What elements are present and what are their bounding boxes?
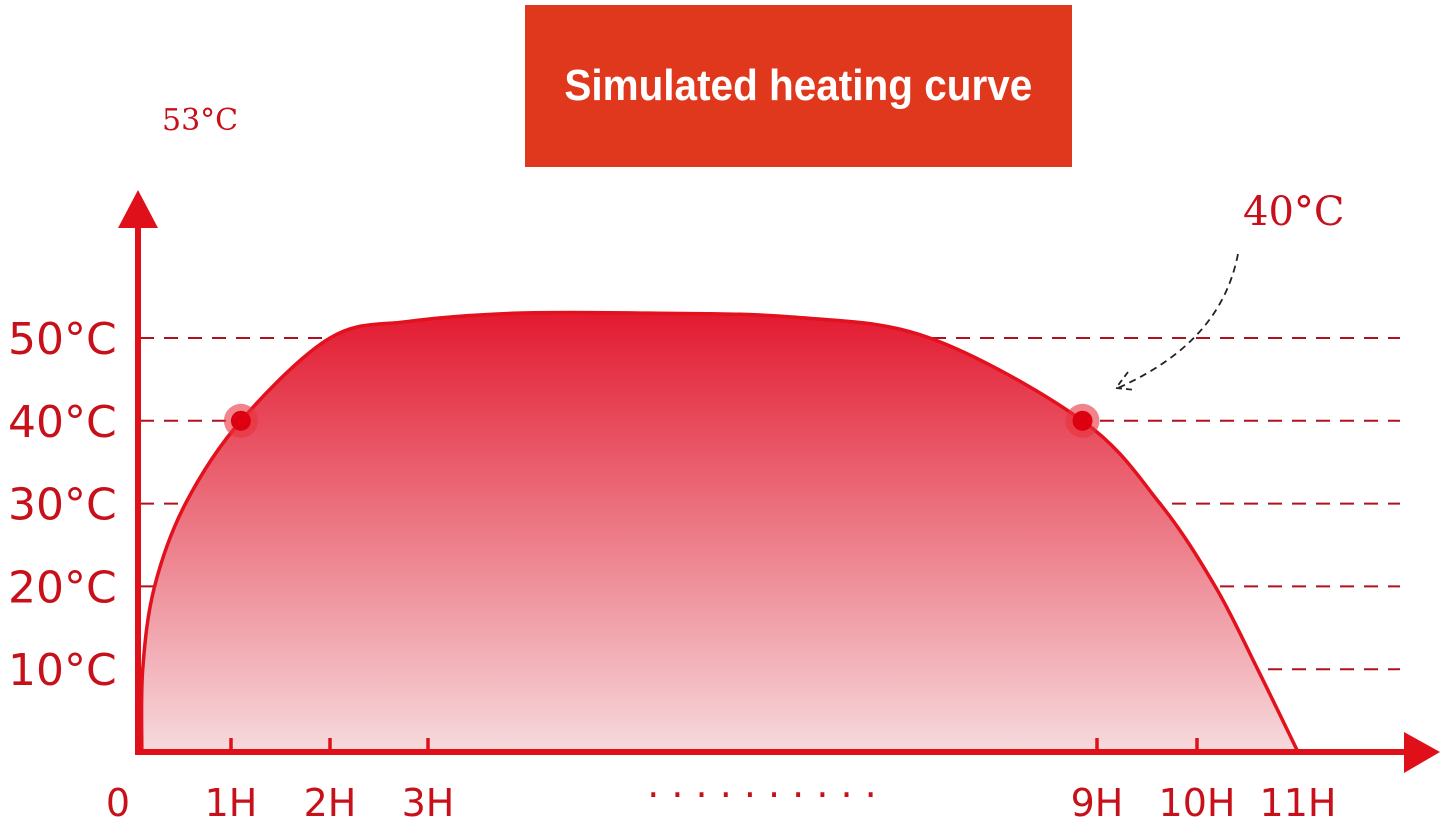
y-tick-label: 50°C [8, 314, 117, 365]
chart-title: Simulated heating curve [564, 61, 1033, 110]
x-tick-label: 11H [1260, 781, 1337, 825]
x-tick-labels: 0 1H 2H 3H 9H 10H 11H [106, 781, 1337, 825]
heating-area [141, 312, 1298, 752]
annotation-arrow [1117, 253, 1239, 389]
heating-curve-line [139, 310, 1300, 753]
x-tick-label: 2H [304, 781, 357, 825]
x-tick-label: 0 [106, 781, 130, 825]
annotation-arrowhead [1114, 371, 1137, 391]
axes [118, 190, 1440, 773]
x-tick-label: 10H [1159, 781, 1236, 825]
annotation-40c: 40°C [1243, 189, 1345, 235]
x-gap-dots: · · · · · · · · · · [647, 773, 877, 817]
y-tick-label: 10°C [8, 645, 117, 696]
y-tick-labels: 10°C 20°C 30°C 40°C 50°C [8, 314, 117, 696]
chart-title-box: Simulated heating curve [525, 5, 1072, 167]
highlight-point [230, 410, 251, 431]
y-tick-label: 30°C [8, 480, 117, 531]
x-tick-label: 9H [1071, 781, 1124, 825]
x-axis-arrowhead [1404, 732, 1440, 773]
highlight-point [1072, 410, 1093, 431]
annotation-53c: 53°C [162, 103, 238, 138]
x-tick-label: 1H [205, 781, 258, 825]
y-tick-label: 20°C [8, 562, 117, 613]
highlight-points [223, 403, 1100, 438]
y-tick-label: 40°C [8, 397, 117, 448]
x-tick-label: 3H [402, 781, 455, 825]
y-axis-arrowhead [118, 190, 158, 228]
